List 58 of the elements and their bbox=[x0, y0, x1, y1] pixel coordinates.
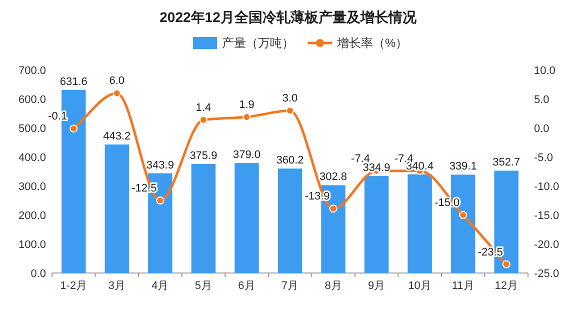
y-tick-label: 200.0 bbox=[18, 210, 46, 222]
x-tick-label: 10月 bbox=[408, 280, 432, 292]
bar bbox=[364, 176, 389, 273]
data-label: 360.2 bbox=[276, 154, 304, 167]
x-tick-label: 1-2月 bbox=[60, 280, 88, 292]
x-tick-label: 4月 bbox=[152, 280, 169, 292]
y2-tick-label: 10.0 bbox=[534, 65, 556, 77]
data-label: 443.2 bbox=[103, 130, 131, 142]
y2-tick-label: -10.0 bbox=[534, 181, 560, 193]
data-label: 343.9 bbox=[146, 159, 174, 172]
bar bbox=[278, 168, 302, 273]
point bbox=[502, 260, 510, 268]
data-label: 302.8 bbox=[320, 171, 348, 184]
bar bbox=[191, 164, 216, 273]
data-label: 334.9 bbox=[362, 162, 390, 174]
x-tick-label: 5月 bbox=[194, 280, 212, 292]
y-tick-label: 500.0 bbox=[18, 123, 46, 135]
y2-tick-label: -15.0 bbox=[534, 210, 560, 222]
data-label: 352.7 bbox=[492, 156, 520, 169]
data-label: 3.0 bbox=[282, 92, 298, 105]
x-tick-label: 6月 bbox=[238, 280, 256, 292]
point bbox=[112, 89, 121, 98]
bar bbox=[408, 174, 432, 273]
x-tick-label: 8月 bbox=[324, 280, 342, 292]
x-tick-label: 9月 bbox=[368, 280, 386, 292]
data-label: 631.6 bbox=[60, 76, 88, 88]
y-tick-label: 100.0 bbox=[18, 239, 46, 251]
bar bbox=[234, 163, 259, 273]
point bbox=[156, 196, 164, 204]
y-tick-label: 0.0 bbox=[30, 268, 46, 280]
y-tick-label: 400.0 bbox=[18, 152, 46, 164]
y2-tick-label: 5.0 bbox=[534, 94, 550, 106]
x-tick-label: 12月 bbox=[494, 280, 518, 292]
point bbox=[459, 211, 468, 219]
data-label: 339.1 bbox=[449, 160, 477, 173]
point bbox=[70, 124, 78, 133]
y2-tick-label: -5.0 bbox=[534, 152, 553, 164]
point bbox=[199, 116, 208, 124]
x-tick-label: 7月 bbox=[281, 280, 299, 292]
data-label: 1.9 bbox=[239, 98, 254, 111]
y-tick-label: 700.0 bbox=[18, 65, 46, 77]
legend-label: 产量（万吨） bbox=[222, 36, 294, 50]
point bbox=[286, 106, 294, 115]
data-label: 6.0 bbox=[109, 75, 125, 88]
y2-tick-label: 0.0 bbox=[534, 123, 550, 135]
bar bbox=[104, 144, 130, 273]
legend-label: 增长率（%） bbox=[336, 36, 408, 50]
y2-tick-label: -25.0 bbox=[534, 268, 560, 280]
data-label: 379.0 bbox=[232, 149, 260, 162]
x-tick-label: 11月 bbox=[452, 280, 474, 292]
y2-tick-label: -20.0 bbox=[534, 239, 560, 251]
point bbox=[329, 204, 338, 213]
y-tick-label: 300.0 bbox=[18, 181, 46, 193]
data-label: 1.4 bbox=[196, 102, 212, 114]
y-tick-label: 600.0 bbox=[18, 94, 46, 106]
data-label: 375.9 bbox=[190, 150, 218, 162]
chart-title: 2022年12月全国冷轧薄板产量及增长情况 bbox=[160, 9, 418, 25]
x-tick-label: 3月 bbox=[108, 280, 126, 292]
